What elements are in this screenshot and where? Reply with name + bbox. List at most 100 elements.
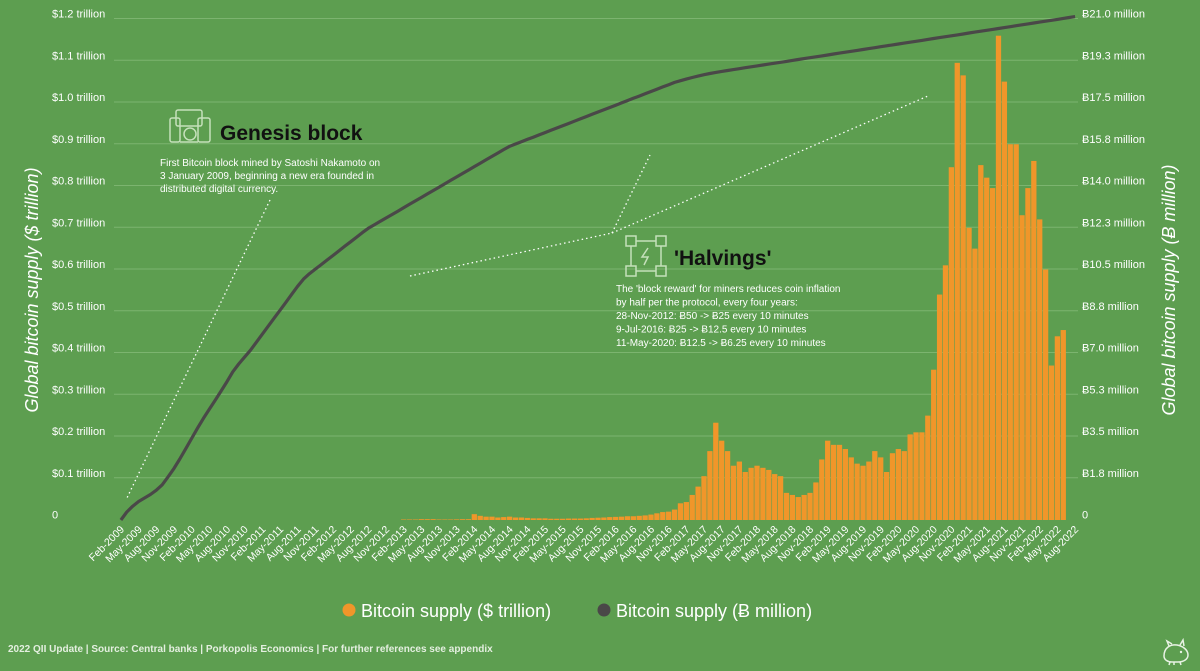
supply-usd-bar bbox=[424, 519, 430, 520]
supply-usd-bar bbox=[624, 516, 631, 520]
supply-usd-bar bbox=[454, 519, 460, 520]
supply-usd-bar bbox=[406, 519, 413, 520]
supply-usd-bar bbox=[925, 415, 931, 520]
genesis-text-line: 3 January 2009, beginning a new era foun… bbox=[160, 171, 374, 182]
supply-usd-bar bbox=[412, 519, 419, 520]
supply-usd-bar bbox=[607, 517, 613, 520]
supply-usd-bar bbox=[907, 434, 913, 520]
left-tick-label: $0.4 trillion bbox=[52, 343, 105, 355]
halvings-pointer-2020 bbox=[611, 95, 929, 234]
supply-usd-bar bbox=[724, 451, 731, 520]
right-tick-label: Ƀ8.8 million bbox=[1082, 301, 1139, 313]
supply-usd-bar bbox=[954, 62, 960, 521]
supply-usd-bar bbox=[554, 518, 560, 520]
left-tick-label: $0.5 trillion bbox=[52, 301, 105, 313]
supply-usd-bar bbox=[748, 467, 754, 520]
supply-usd-bar bbox=[1025, 188, 1031, 520]
genesis-pointer bbox=[125, 199, 271, 501]
supply-usd-bar bbox=[648, 514, 654, 520]
supply-usd-bar bbox=[660, 512, 666, 520]
supply-usd-bar bbox=[418, 519, 424, 520]
supply-usd-bar bbox=[430, 519, 436, 520]
left-tick-label: $1.0 trillion bbox=[52, 92, 105, 104]
supply-usd-bar bbox=[1001, 81, 1008, 520]
left-tick-label: $0.3 trillion bbox=[52, 384, 105, 396]
supply-usd-bar bbox=[713, 422, 719, 520]
supply-usd-bar bbox=[701, 476, 707, 520]
supply-usd-bar bbox=[813, 482, 819, 520]
left-tick-label: $1.2 trillion bbox=[52, 9, 105, 21]
right-tick-label: Ƀ14.0 million bbox=[1082, 176, 1145, 188]
supply-usd-bar bbox=[972, 248, 978, 520]
supply-usd-bar bbox=[636, 515, 642, 520]
supply-usd-bar bbox=[683, 502, 689, 520]
right-tick-label: Ƀ10.5 million bbox=[1082, 259, 1145, 271]
right-tick-label: Ƀ5.3 million bbox=[1082, 384, 1139, 396]
legend-marker-btc bbox=[597, 603, 611, 617]
left-tick-label: $0.6 trillion bbox=[52, 259, 105, 271]
legend-label-usd: Bitcoin supply ($ trillion) bbox=[361, 601, 551, 621]
legend-marker-usd bbox=[342, 603, 356, 617]
supply-usd-bar bbox=[677, 503, 684, 520]
left-tick-label: $0.8 trillion bbox=[52, 176, 105, 188]
supply-usd-bar bbox=[512, 517, 519, 520]
supply-usd-bar bbox=[842, 449, 849, 520]
supply-usd-bar bbox=[966, 227, 972, 520]
supply-usd-bar bbox=[1060, 330, 1066, 520]
genesis-text-line: distributed digital currency. bbox=[160, 184, 278, 195]
supply-usd-bar bbox=[518, 517, 525, 520]
supply-usd-bar bbox=[889, 453, 896, 520]
halvings-text-line: 11-May-2020: Ƀ12.5 -> Ƀ6.25 every 10 min… bbox=[616, 338, 826, 349]
supply-usd-bar bbox=[630, 516, 636, 520]
right-tick-label: Ƀ7.0 million bbox=[1082, 343, 1139, 355]
supply-usd-bar bbox=[760, 467, 766, 520]
supply-usd-bar bbox=[942, 265, 949, 520]
supply-usd-bar bbox=[978, 165, 984, 520]
supply-usd-bar bbox=[836, 444, 843, 520]
supply-usd-bar bbox=[595, 517, 601, 520]
supply-usd-bar bbox=[895, 449, 902, 520]
supply-usd-bar bbox=[919, 432, 925, 520]
supply-usd-bar bbox=[1007, 144, 1013, 520]
left-tick-label: $0.1 trillion bbox=[52, 468, 105, 480]
genesis-title: Genesis block bbox=[220, 122, 363, 145]
supply-usd-bar bbox=[495, 517, 501, 520]
halvings-title: 'Halvings' bbox=[674, 247, 772, 270]
supply-usd-bar bbox=[819, 459, 825, 520]
supply-usd-bar bbox=[442, 519, 448, 520]
halvings-pointer-2016 bbox=[611, 154, 651, 234]
halvings-text-line: 28-Nov-2012: Ƀ50 -> Ƀ25 every 10 minutes bbox=[616, 311, 809, 322]
legend-label-btc: Bitcoin supply (Ƀ million) bbox=[616, 601, 812, 621]
supply-usd-bar bbox=[984, 177, 990, 520]
supply-usd-bar bbox=[654, 513, 660, 520]
supply-usd-bar bbox=[736, 461, 742, 520]
supply-usd-bar bbox=[789, 494, 796, 520]
supply-usd-bar bbox=[1037, 219, 1043, 520]
supply-usd-bar bbox=[772, 474, 778, 520]
supply-usd-bar bbox=[866, 461, 872, 520]
right-tick-label: 0 bbox=[1082, 510, 1088, 522]
supply-usd-bar bbox=[931, 369, 937, 520]
supply-usd-bar bbox=[530, 518, 536, 520]
supply-usd-bar bbox=[1054, 336, 1061, 520]
supply-usd-bar bbox=[854, 463, 860, 520]
supply-usd-bar bbox=[695, 486, 701, 520]
supply-usd-bar bbox=[524, 517, 530, 520]
supply-usd-bar bbox=[1048, 365, 1055, 520]
supply-usd-bar bbox=[719, 440, 725, 520]
supply-usd-bar bbox=[501, 517, 507, 520]
right-tick-label: Ƀ21.0 million bbox=[1082, 9, 1145, 21]
supply-usd-bar bbox=[666, 511, 672, 520]
supply-usd-bar bbox=[848, 457, 854, 520]
supply-usd-bar bbox=[560, 518, 566, 520]
supply-btc-line bbox=[119, 15, 1076, 521]
halvings-network-icon bbox=[625, 235, 667, 277]
supply-usd-bar bbox=[872, 451, 878, 520]
supply-usd-bar bbox=[730, 465, 737, 520]
footer-source: 2022 QII Update | Source: Central banks … bbox=[8, 644, 493, 655]
porkopolis-logo-icon bbox=[1163, 638, 1189, 666]
supply-usd-bar bbox=[471, 514, 477, 520]
supply-usd-bar bbox=[565, 518, 572, 520]
supply-usd-bar bbox=[548, 518, 554, 520]
